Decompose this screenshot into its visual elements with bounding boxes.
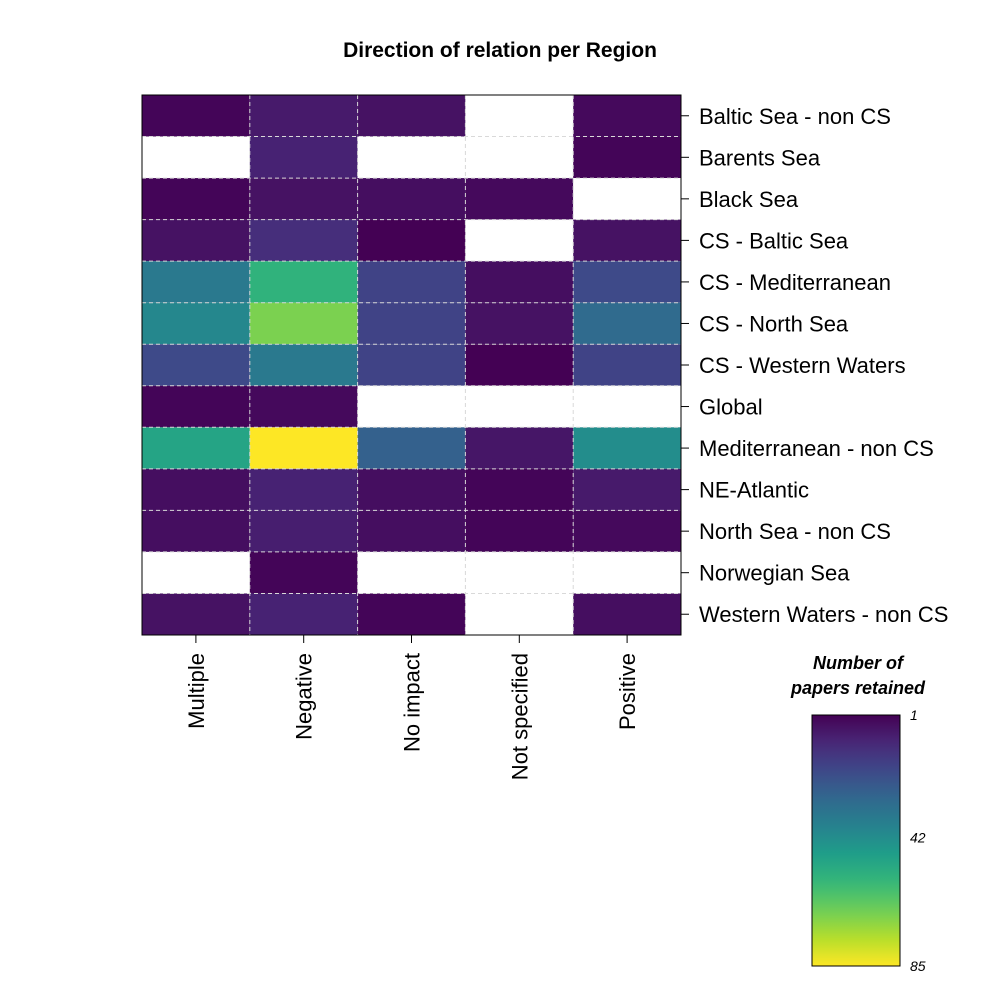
heatmap-cell [142, 178, 250, 220]
legend-tick-label: 85 [910, 958, 926, 974]
heatmap-cell [573, 302, 681, 345]
heatmap-cell [249, 510, 358, 552]
heatmap-cell [142, 427, 250, 469]
heatmap-cell [142, 136, 250, 179]
heatmap-cell [465, 219, 574, 262]
x-tick-label: Multiple [184, 653, 209, 729]
heatmap-cell [465, 261, 574, 303]
y-tick-label: CS - Mediterranean [699, 270, 891, 295]
color-legend: Number of papers retained 1 42 85 [790, 653, 926, 974]
heatmap-cell [357, 551, 466, 594]
legend-colorbar [811, 714, 901, 967]
heatmap-cell [573, 178, 681, 220]
heatmap-cell [249, 344, 358, 386]
heatmap-cell [142, 385, 250, 428]
heatmap-cell [249, 427, 358, 469]
x-tick-label: Negative [292, 653, 317, 740]
y-axis: Baltic Sea - non CS Barents Sea Black Sea C… [681, 104, 948, 627]
heatmap-cell [465, 178, 574, 220]
x-tick-label: No impact [400, 653, 425, 752]
heatmap-cell [573, 427, 681, 469]
x-axis: Multiple Negative No impact Not specified Po… [184, 635, 640, 780]
heatmap-cell [142, 551, 250, 594]
heatmap-cells [142, 95, 681, 635]
heatmap-gridlines [142, 95, 681, 635]
heatmap-cell [465, 302, 574, 345]
heatmap-cell [573, 468, 681, 511]
heatmap-cell [142, 261, 250, 303]
legend-title: papers retained [790, 678, 926, 698]
heatmap-cell [573, 136, 681, 179]
heatmap-cell [357, 385, 466, 428]
y-tick-label: Barents Sea [699, 145, 821, 170]
heatmap-cell [142, 344, 250, 386]
y-tick-label: Mediterranean - non CS [699, 436, 934, 461]
heatmap-cell [249, 178, 358, 220]
heatmap-cell [249, 551, 358, 594]
heatmap-cell [573, 551, 681, 594]
heatmap-cell [249, 219, 358, 262]
heatmap-cell [142, 95, 250, 137]
heatmap-cell [357, 344, 466, 386]
heatmap-cell [465, 427, 574, 469]
heatmap-cell [357, 302, 466, 345]
y-tick-label: Black Sea [699, 187, 799, 212]
heatmap-cell [142, 219, 250, 262]
heatmap-cell [142, 593, 250, 635]
x-tick-label: Not specified [507, 653, 532, 780]
heatmap-cell [357, 136, 466, 179]
heatmap-cell [357, 468, 466, 511]
heatmap-cell [573, 261, 681, 303]
heatmap-cell [573, 510, 681, 552]
heatmap-cell [142, 510, 250, 552]
heatmap-cell [357, 95, 466, 137]
y-tick-label: Norwegian Sea [699, 561, 850, 586]
heatmap-cell [573, 593, 681, 635]
heatmap-cell [249, 302, 358, 345]
heatmap-cell [249, 593, 358, 635]
y-tick-label: CS - North Sea [699, 311, 849, 336]
heatmap-cell [249, 95, 358, 137]
heatmap-cell [249, 468, 358, 511]
x-tick-label: Positive [615, 653, 640, 730]
heatmap-cell [465, 468, 574, 511]
heatmap-cell [573, 344, 681, 386]
heatmap-cell [142, 302, 250, 345]
legend-tick-label: 42 [910, 830, 926, 846]
heatmap-cell [357, 593, 466, 635]
y-tick-label: North Sea - non CS [699, 519, 891, 544]
legend-title: Number of [813, 653, 905, 673]
y-tick-label: NE-Atlantic [699, 478, 809, 503]
heatmap-cell [357, 178, 466, 220]
heatmap-cell [357, 261, 466, 303]
heatmap-cell [249, 261, 358, 303]
y-tick-label: Baltic Sea - non CS [699, 104, 891, 129]
legend-tick-label: 1 [910, 707, 918, 723]
heatmap-cell [357, 219, 466, 262]
heatmap-cell [249, 136, 358, 179]
heatmap-cell [465, 510, 574, 552]
heatmap-cell [465, 136, 574, 179]
heatmap-cell [465, 95, 574, 137]
heatmap-cell [573, 95, 681, 137]
y-tick-label: CS - Western Waters [699, 353, 906, 378]
heatmap-cell [142, 468, 250, 511]
y-tick-label: CS - Baltic Sea [699, 228, 849, 253]
heatmap-cell [465, 344, 574, 386]
chart-title: Direction of relation per Region [343, 39, 657, 62]
heatmap-cell [465, 593, 574, 635]
heatmap-cell [357, 427, 466, 469]
heatmap-cell [573, 219, 681, 262]
heatmap-cell [465, 385, 574, 428]
y-tick-label: Western Waters - non CS [699, 602, 948, 627]
y-tick-label: Global [699, 395, 763, 420]
heatmap-cell [573, 385, 681, 428]
heatmap-cell [465, 551, 574, 594]
heatmap-cell [357, 510, 466, 552]
heatmap-cell [249, 385, 358, 428]
